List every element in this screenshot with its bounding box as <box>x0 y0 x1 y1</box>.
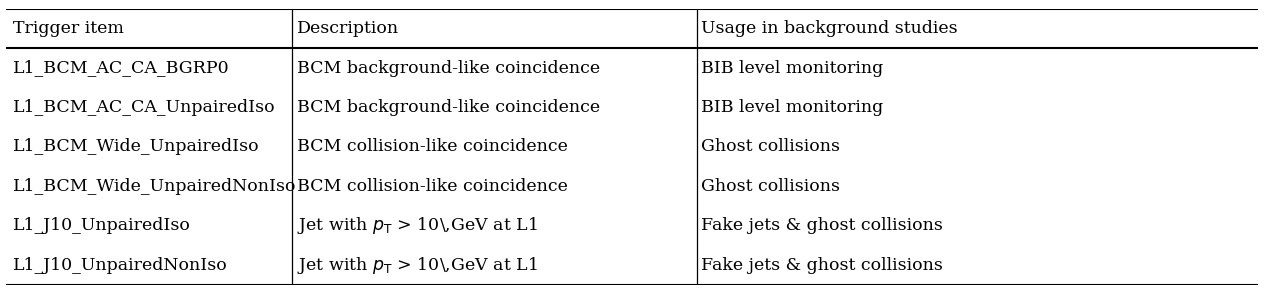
Text: Trigger item: Trigger item <box>13 20 124 37</box>
Text: Description: Description <box>297 20 398 37</box>
Text: L1_BCM_Wide_UnpairedNonIso: L1_BCM_Wide_UnpairedNonIso <box>13 178 296 195</box>
Text: L1_BCM_Wide_UnpairedIso: L1_BCM_Wide_UnpairedIso <box>13 138 259 156</box>
Text: L1_J10_UnpairedNonIso: L1_J10_UnpairedNonIso <box>13 257 228 274</box>
Text: BCM background-like coincidence: BCM background-like coincidence <box>297 60 599 76</box>
Text: BIB level monitoring: BIB level monitoring <box>700 99 884 116</box>
Text: Ghost collisions: Ghost collisions <box>700 178 839 195</box>
Text: Ghost collisions: Ghost collisions <box>700 138 839 156</box>
Text: Fake jets & ghost collisions: Fake jets & ghost collisions <box>700 257 943 274</box>
Text: BIB level monitoring: BIB level monitoring <box>700 60 884 76</box>
Text: Usage in background studies: Usage in background studies <box>700 20 957 37</box>
Text: BCM collision-like coincidence: BCM collision-like coincidence <box>297 178 568 195</box>
Text: L1_BCM_AC_CA_UnpairedIso: L1_BCM_AC_CA_UnpairedIso <box>13 99 276 116</box>
Text: BCM background-like coincidence: BCM background-like coincidence <box>297 99 599 116</box>
Text: BCM collision-like coincidence: BCM collision-like coincidence <box>297 138 568 156</box>
Text: Fake jets & ghost collisions: Fake jets & ghost collisions <box>700 218 943 234</box>
Text: L1_J10_UnpairedIso: L1_J10_UnpairedIso <box>13 218 191 234</box>
Text: L1_BCM_AC_CA_BGRP0: L1_BCM_AC_CA_BGRP0 <box>13 60 229 76</box>
Text: Jet with $p_{\mathrm{T}}$ > 10\,GeV at L1: Jet with $p_{\mathrm{T}}$ > 10\,GeV at L… <box>297 255 537 276</box>
Text: Jet with $p_{\mathrm{T}}$ > 10\,GeV at L1: Jet with $p_{\mathrm{T}}$ > 10\,GeV at L… <box>297 216 537 236</box>
